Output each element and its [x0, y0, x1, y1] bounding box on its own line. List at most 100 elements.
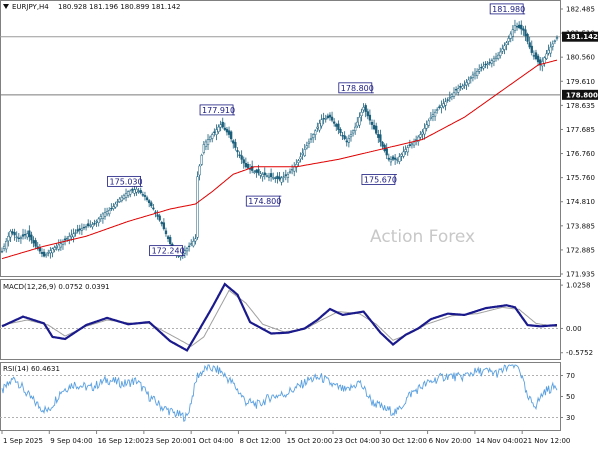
candle-body — [227, 130, 231, 135]
candle-body — [93, 223, 96, 225]
candle-body — [55, 245, 58, 248]
candle-body — [145, 197, 149, 200]
candle-body — [454, 89, 458, 91]
triangle-down-icon[interactable] — [3, 4, 9, 9]
candle-body — [166, 236, 170, 240]
candle-body — [385, 148, 388, 156]
candle-body — [351, 130, 355, 134]
candle-body — [26, 233, 29, 238]
swing-label: 178.800 — [341, 84, 374, 93]
candle-body — [375, 125, 378, 134]
candle-body — [135, 188, 138, 193]
candle-body — [51, 248, 54, 254]
candle-body — [202, 144, 205, 153]
candle-body — [341, 135, 344, 137]
candle-body — [84, 226, 88, 228]
candle-body — [139, 190, 142, 194]
candle-body — [311, 134, 315, 138]
candle-body — [194, 238, 197, 242]
candle-body — [393, 157, 397, 160]
swing-label: 174.800 — [248, 197, 281, 206]
time-tick-label: 23 Sep 20:00 — [145, 437, 192, 445]
time-tick-label: 16 Sep 12:00 — [98, 437, 145, 445]
candle-body — [30, 234, 33, 241]
candle-body — [471, 74, 475, 78]
candle-body — [496, 54, 500, 59]
candle-body — [87, 223, 90, 226]
candle-body — [118, 198, 121, 202]
candle-body — [9, 231, 12, 238]
candle-body — [349, 134, 353, 138]
candle-body — [95, 221, 98, 223]
candle-body — [492, 58, 496, 62]
candle-body — [549, 46, 552, 54]
candle-body — [17, 237, 20, 240]
candle-body — [240, 155, 243, 160]
time-tick-label: 1 Oct 04:00 — [192, 437, 233, 445]
candle-body — [362, 106, 365, 111]
candle-body — [440, 105, 443, 108]
candle-body — [105, 211, 109, 215]
rsi-header: RSI(14) 60.4631 — [3, 365, 60, 373]
rsi-panel: 70 50 30 RSI(14) 60.4631 — [0, 364, 575, 422]
candle-body — [185, 248, 189, 252]
macd-header: MACD(12,26,9) 0.0752 0.0391 — [3, 283, 110, 291]
candle-body — [223, 127, 226, 130]
candle-body — [290, 169, 294, 171]
candle-body — [461, 85, 464, 89]
candle-body — [309, 138, 313, 140]
candle-body — [126, 191, 130, 196]
candle-body — [406, 147, 409, 153]
candle-body — [74, 232, 77, 234]
candle-body — [21, 234, 25, 237]
candle-body — [480, 67, 483, 69]
candle-body — [63, 238, 67, 241]
candle-body — [450, 94, 454, 97]
candle-body — [402, 151, 405, 157]
candle-body — [44, 254, 48, 257]
candle-body — [469, 77, 472, 79]
price-tick-label: 177.685 — [566, 126, 595, 134]
candle-body — [162, 222, 166, 230]
candle-body — [196, 176, 199, 238]
candle-body — [509, 33, 512, 39]
candle-body — [488, 62, 491, 64]
candle-body — [518, 24, 521, 29]
candle-body — [160, 222, 163, 225]
rsi-panel-frame — [0, 362, 561, 431]
candle-body — [494, 56, 498, 59]
candle-body — [208, 136, 212, 140]
candle-body — [536, 55, 540, 63]
candle-body — [322, 118, 325, 120]
candle-body — [232, 140, 235, 144]
candle-body — [354, 126, 357, 132]
time-tick-label: 21 Nov 12:00 — [523, 437, 570, 445]
candle-body — [255, 169, 258, 173]
candle-body — [7, 236, 10, 242]
candle-body — [257, 169, 260, 174]
candle-body — [543, 57, 546, 64]
candle-body — [499, 51, 502, 56]
candle-body — [421, 131, 424, 135]
candle-body — [129, 190, 132, 195]
candle-body — [356, 121, 359, 127]
price-panel-frame — [0, 0, 561, 277]
candle-body — [404, 149, 407, 152]
candle-body — [457, 88, 460, 93]
candle-body — [412, 141, 416, 146]
candle-body — [389, 159, 393, 163]
candle-body — [484, 63, 487, 66]
candle-body — [427, 120, 430, 126]
candle-body — [463, 84, 466, 86]
candle-body — [372, 125, 376, 130]
candle-body — [72, 233, 75, 238]
candle-body — [436, 109, 439, 111]
candle-body — [103, 212, 107, 217]
candle-body — [82, 226, 86, 229]
candle-body — [307, 141, 311, 144]
candle-body — [23, 234, 27, 236]
candle-body — [364, 105, 367, 112]
candle-body — [274, 177, 277, 179]
candle-body — [366, 111, 369, 117]
